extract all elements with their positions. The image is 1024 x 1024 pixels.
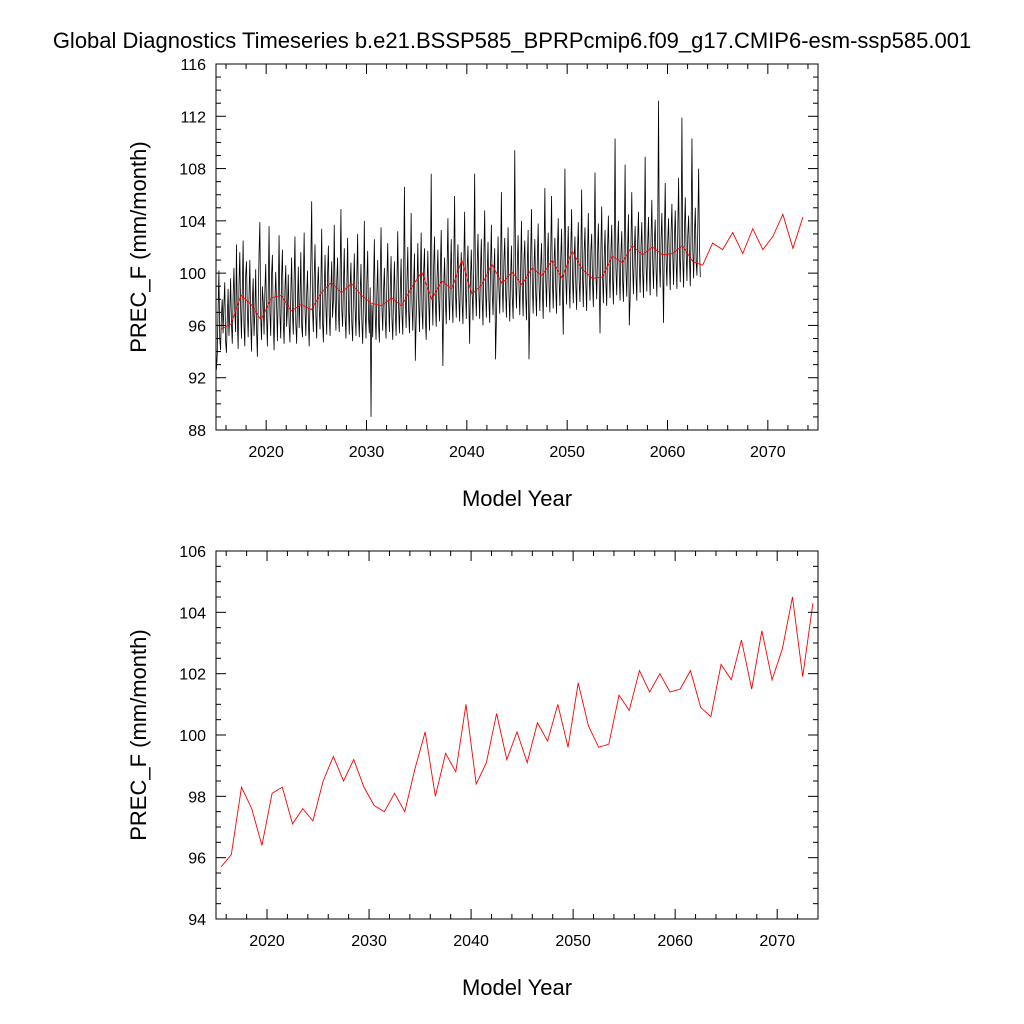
x-tick-label: 2020: [249, 933, 285, 950]
x-tick-label: 2030: [351, 933, 387, 950]
x-tick-label: 2060: [650, 444, 686, 461]
monthly-series-line: [216, 100, 701, 417]
x-tick-label: 2030: [349, 444, 385, 461]
x-axis-label: Model Year: [462, 975, 572, 1000]
x-tick-label: 2070: [750, 444, 786, 461]
x-tick-label: 2050: [549, 444, 585, 461]
y-tick-label: 106: [179, 544, 206, 561]
y-tick-label: 88: [188, 423, 206, 440]
x-tick-label: 2040: [453, 933, 489, 950]
y-tick-label: 94: [188, 912, 206, 929]
plot-frame: [215, 550, 819, 920]
y-axis-label: PREC_F (mm/month): [126, 141, 151, 352]
y-tick-label: 102: [179, 667, 206, 684]
y-tick-label: 92: [188, 371, 206, 388]
top-timeseries-panel: 2020 2030 2040 2050 2060 2070 88 92 96 100 104 108 1…: [126, 57, 819, 511]
annual-mean-line: [220, 596, 814, 868]
y-tick-label: 96: [188, 851, 206, 868]
y-axis-label: PREC_F (mm/month): [126, 629, 151, 840]
x-tick-label: 2070: [759, 933, 795, 950]
y-tick-label: 112: [180, 109, 206, 126]
x-axis-label: Model Year: [462, 486, 572, 511]
y-tick-label: 104: [179, 605, 206, 622]
y-tick-label: 100: [179, 728, 206, 745]
x-tick-label: 2060: [657, 933, 693, 950]
y-tick-label: 108: [179, 162, 206, 179]
y-tick-label: 104: [179, 214, 206, 231]
annual-mean-line: [220, 213, 804, 330]
y-tick-label: 116: [180, 57, 206, 74]
figure-title: Global Diagnostics Timeseries b.e21.BSSP…: [53, 28, 971, 53]
y-tick-label: 98: [188, 789, 206, 806]
x-tick-label: 2020: [248, 444, 284, 461]
y-tick-label: 100: [179, 266, 206, 283]
x-tick-label: 2050: [555, 933, 591, 950]
y-tick-label: 96: [188, 318, 206, 335]
plot-frame: [215, 63, 819, 431]
x-tick-label: 2040: [449, 444, 485, 461]
bottom-annual-panel: 2020 2030 2040 2050 2060 2070 94 96 98 100 102 104 1…: [126, 544, 819, 1000]
